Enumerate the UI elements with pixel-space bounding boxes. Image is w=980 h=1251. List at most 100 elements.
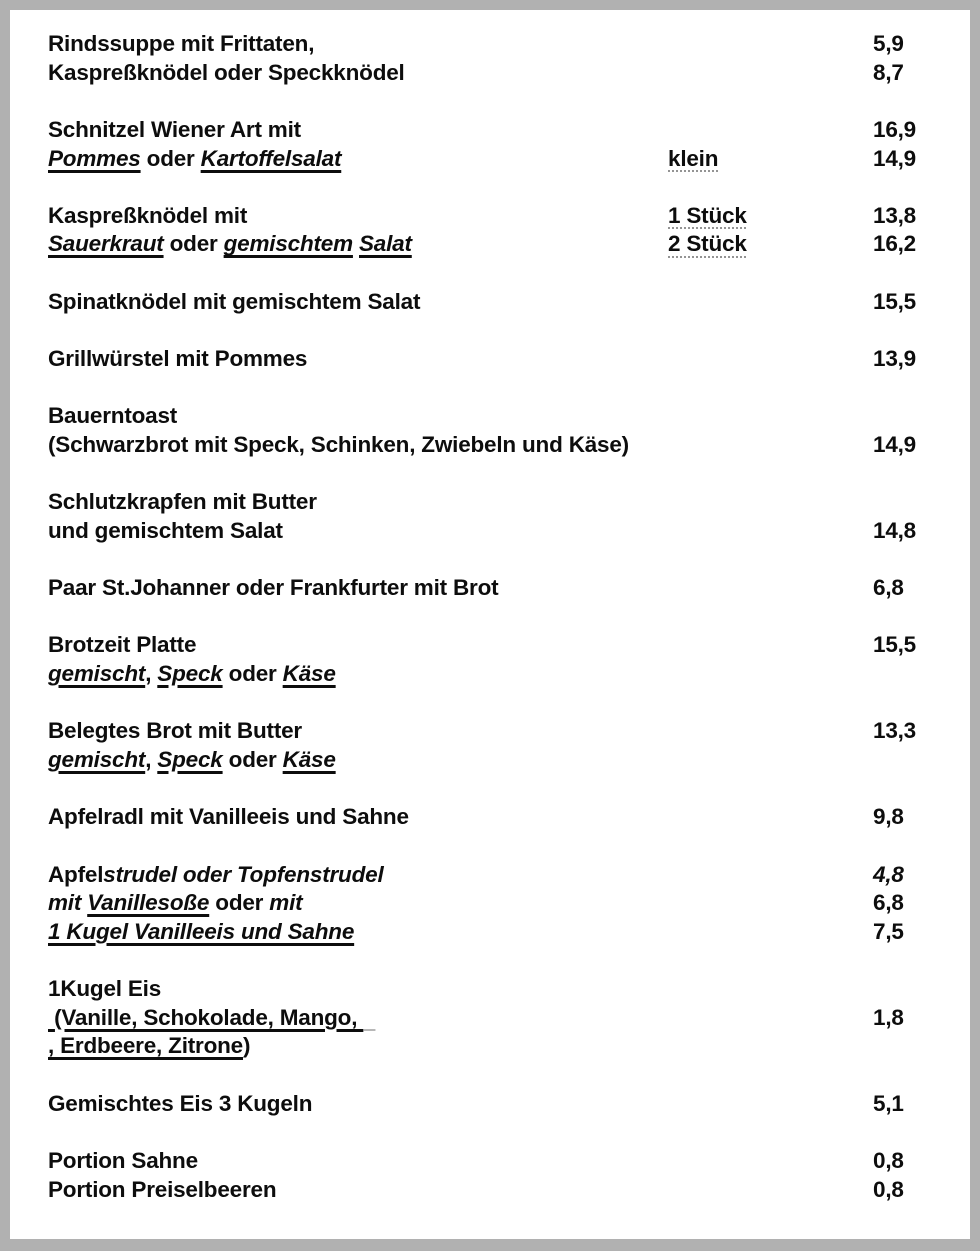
item-qualifier <box>668 975 873 1004</box>
item-qualifier <box>668 517 873 546</box>
item-price <box>873 488 960 517</box>
item-price: 4,8 <box>873 861 904 887</box>
text-run: Grillwürstel mit Pommes <box>48 346 308 372</box>
menu-item: Bauerntoast (Schwarzbrot mit Speck, Schin… <box>48 402 960 459</box>
menu-item: Schlutzkrapfen mit Butter und gemischtem … <box>48 488 960 545</box>
item-qualifier <box>668 431 873 460</box>
text-run: Speck <box>157 747 223 773</box>
text-run: mit <box>269 890 303 916</box>
item-name: Rindssuppe mit Frittaten, <box>48 30 668 59</box>
item-name: Portion Preiselbeeren <box>48 1176 668 1205</box>
item-name: Schnitzel Wiener Art mit <box>48 116 668 145</box>
text-run: , <box>145 747 158 773</box>
text-run: oder <box>163 231 224 257</box>
item-price <box>873 1032 960 1061</box>
text-run: Rindssuppe mit Frittaten, <box>48 31 315 56</box>
item-price: 6,8 <box>873 575 904 601</box>
menu-line: gemischt, Speck oder Käse <box>48 660 960 689</box>
text-run: Gemischtes Eis 3 Kugeln <box>48 1090 313 1116</box>
item-price: 14,9 <box>873 145 916 171</box>
menu-line: Portion Preiselbeeren 0,8 <box>48 1176 960 1205</box>
item-qualifier <box>668 660 873 689</box>
item-price: 13,9 <box>873 346 916 372</box>
text-run: Kartoffelsalat <box>200 145 342 171</box>
menu-line: Kaspreßknödel oder Speckknödel 8,7 <box>48 59 960 88</box>
item-qualifier <box>668 861 873 890</box>
menu-line: Sauerkraut oder gemischtem Salat 2 Stück 1… <box>48 230 960 259</box>
text-run: Sauerkraut <box>48 231 164 257</box>
text-run: 1Kugel Eis <box>48 976 162 1002</box>
menu-line: Gemischtes Eis 3 Kugeln 5,1 <box>48 1090 960 1119</box>
item-qualifier: 1 Stück <box>668 202 873 231</box>
item-name: und gemischtem Salat <box>48 517 668 546</box>
text-run: strudel oder Topfenstrudel <box>103 861 384 887</box>
text-run: gemischt <box>48 661 146 687</box>
item-qualifier-text: 1 Stück <box>668 202 747 228</box>
item-name: gemischt, Speck oder Käse <box>48 746 668 775</box>
text-run: Spinatknödel mit gemischtem Salat <box>48 288 421 314</box>
item-qualifier <box>668 918 873 947</box>
menu-line: Brotzeit Platte 15,5 <box>48 631 960 660</box>
menu-line: (Schwarzbrot mit Speck, Schinken, Zwiebe… <box>48 431 960 460</box>
item-name: Belegtes Brot mit Butter <box>48 717 668 746</box>
item-qualifier <box>668 59 873 88</box>
text-run: , Erdbeere, Zitrone <box>48 1033 243 1059</box>
item-name: Apfelradl mit Vanilleeis und Sahne <box>48 803 668 832</box>
menu-line: 1Kugel Eis <box>48 975 960 1004</box>
item-price <box>873 975 960 1004</box>
menu-item: Gemischtes Eis 3 Kugeln 5,1 <box>48 1090 960 1119</box>
text-run: 1 Kugel Vanilleeis und Sahne <box>48 918 355 944</box>
item-qualifier: klein <box>668 145 873 174</box>
item-qualifier: 2 Stück <box>668 230 873 259</box>
item-qualifier <box>668 1004 873 1033</box>
item-price: 0,8 <box>873 1176 904 1202</box>
menu-line: Apfelradl mit Vanilleeis und Sahne 9,8 <box>48 803 960 832</box>
text-run: Schlutzkrapfen mit Butter <box>48 489 317 515</box>
item-name: Kaspreßknödel mit <box>48 202 668 231</box>
menu-item: Paar St.Johanner oder Frankfurter mit Br… <box>48 574 960 603</box>
item-price: 0,8 <box>873 1147 904 1173</box>
menu-line: Schnitzel Wiener Art mit 16,9 <box>48 116 960 145</box>
text-run: Vanillesoße <box>87 890 210 916</box>
text-run: mit <box>48 890 88 916</box>
item-qualifier <box>668 746 873 775</box>
menu-list: Rindssuppe mit Frittaten, 5,9 Kaspreßknöde… <box>48 30 960 1233</box>
item-qualifier <box>668 803 873 832</box>
item-qualifier <box>668 1090 873 1119</box>
text-run: Speck <box>157 661 223 687</box>
item-name: 1Kugel Eis <box>48 975 668 1004</box>
menu-line: Belegtes Brot mit Butter 13,3 <box>48 717 960 746</box>
item-name: Grillwürstel mit Pommes <box>48 345 668 374</box>
item-name: Brotzeit Platte <box>48 631 668 660</box>
text-run: Portion Sahne <box>48 1147 198 1173</box>
item-price: 15,5 <box>873 632 916 658</box>
item-qualifier <box>668 1176 873 1205</box>
text-run: Schnitzel Wiener Art mit <box>48 116 301 142</box>
item-price: 13,8 <box>873 202 916 228</box>
item-qualifier <box>668 30 873 59</box>
item-name: Bauerntoast <box>48 402 668 431</box>
text-run: Käse <box>282 747 336 773</box>
menu-line: 1 Kugel Vanilleeis und Sahne 7,5 <box>48 918 960 947</box>
menu-line: Paar St.Johanner oder Frankfurter mit Br… <box>48 574 960 603</box>
item-qualifier-text: 2 Stück <box>668 231 747 257</box>
text-run: und gemischtem Salat <box>48 517 283 543</box>
menu-line: Apfelstrudel oder Topfenstrudel 4,8 <box>48 861 960 890</box>
item-name: (Vanille, Schokolade, Mango, <box>48 1004 668 1033</box>
document-page: Rindssuppe mit Frittaten, 5,9 Kaspreßknöde… <box>10 10 970 1239</box>
menu-line: Rindssuppe mit Frittaten, 5,9 <box>48 30 960 59</box>
item-name: 1 Kugel Vanilleeis und Sahne <box>48 918 668 947</box>
menu-line: Kaspreßknödel mit 1 Stück 13,8 <box>48 202 960 231</box>
menu-line: Bauerntoast <box>48 402 960 431</box>
text-run: oder <box>140 145 201 171</box>
item-price: 13,3 <box>873 718 916 744</box>
item-price: 15,5 <box>873 288 916 314</box>
menu-item: Brotzeit Platte 15,5 gemischt, Speck oder … <box>48 631 960 688</box>
menu-line: (Vanille, Schokolade, Mango, 1,8 <box>48 1004 960 1033</box>
item-qualifier <box>668 488 873 517</box>
item-price: 9,8 <box>873 804 904 830</box>
menu-item: Schnitzel Wiener Art mit 16,9 Pommes oder … <box>48 116 960 173</box>
text-run: ) <box>243 1033 251 1059</box>
item-name: Schlutzkrapfen mit Butter <box>48 488 668 517</box>
